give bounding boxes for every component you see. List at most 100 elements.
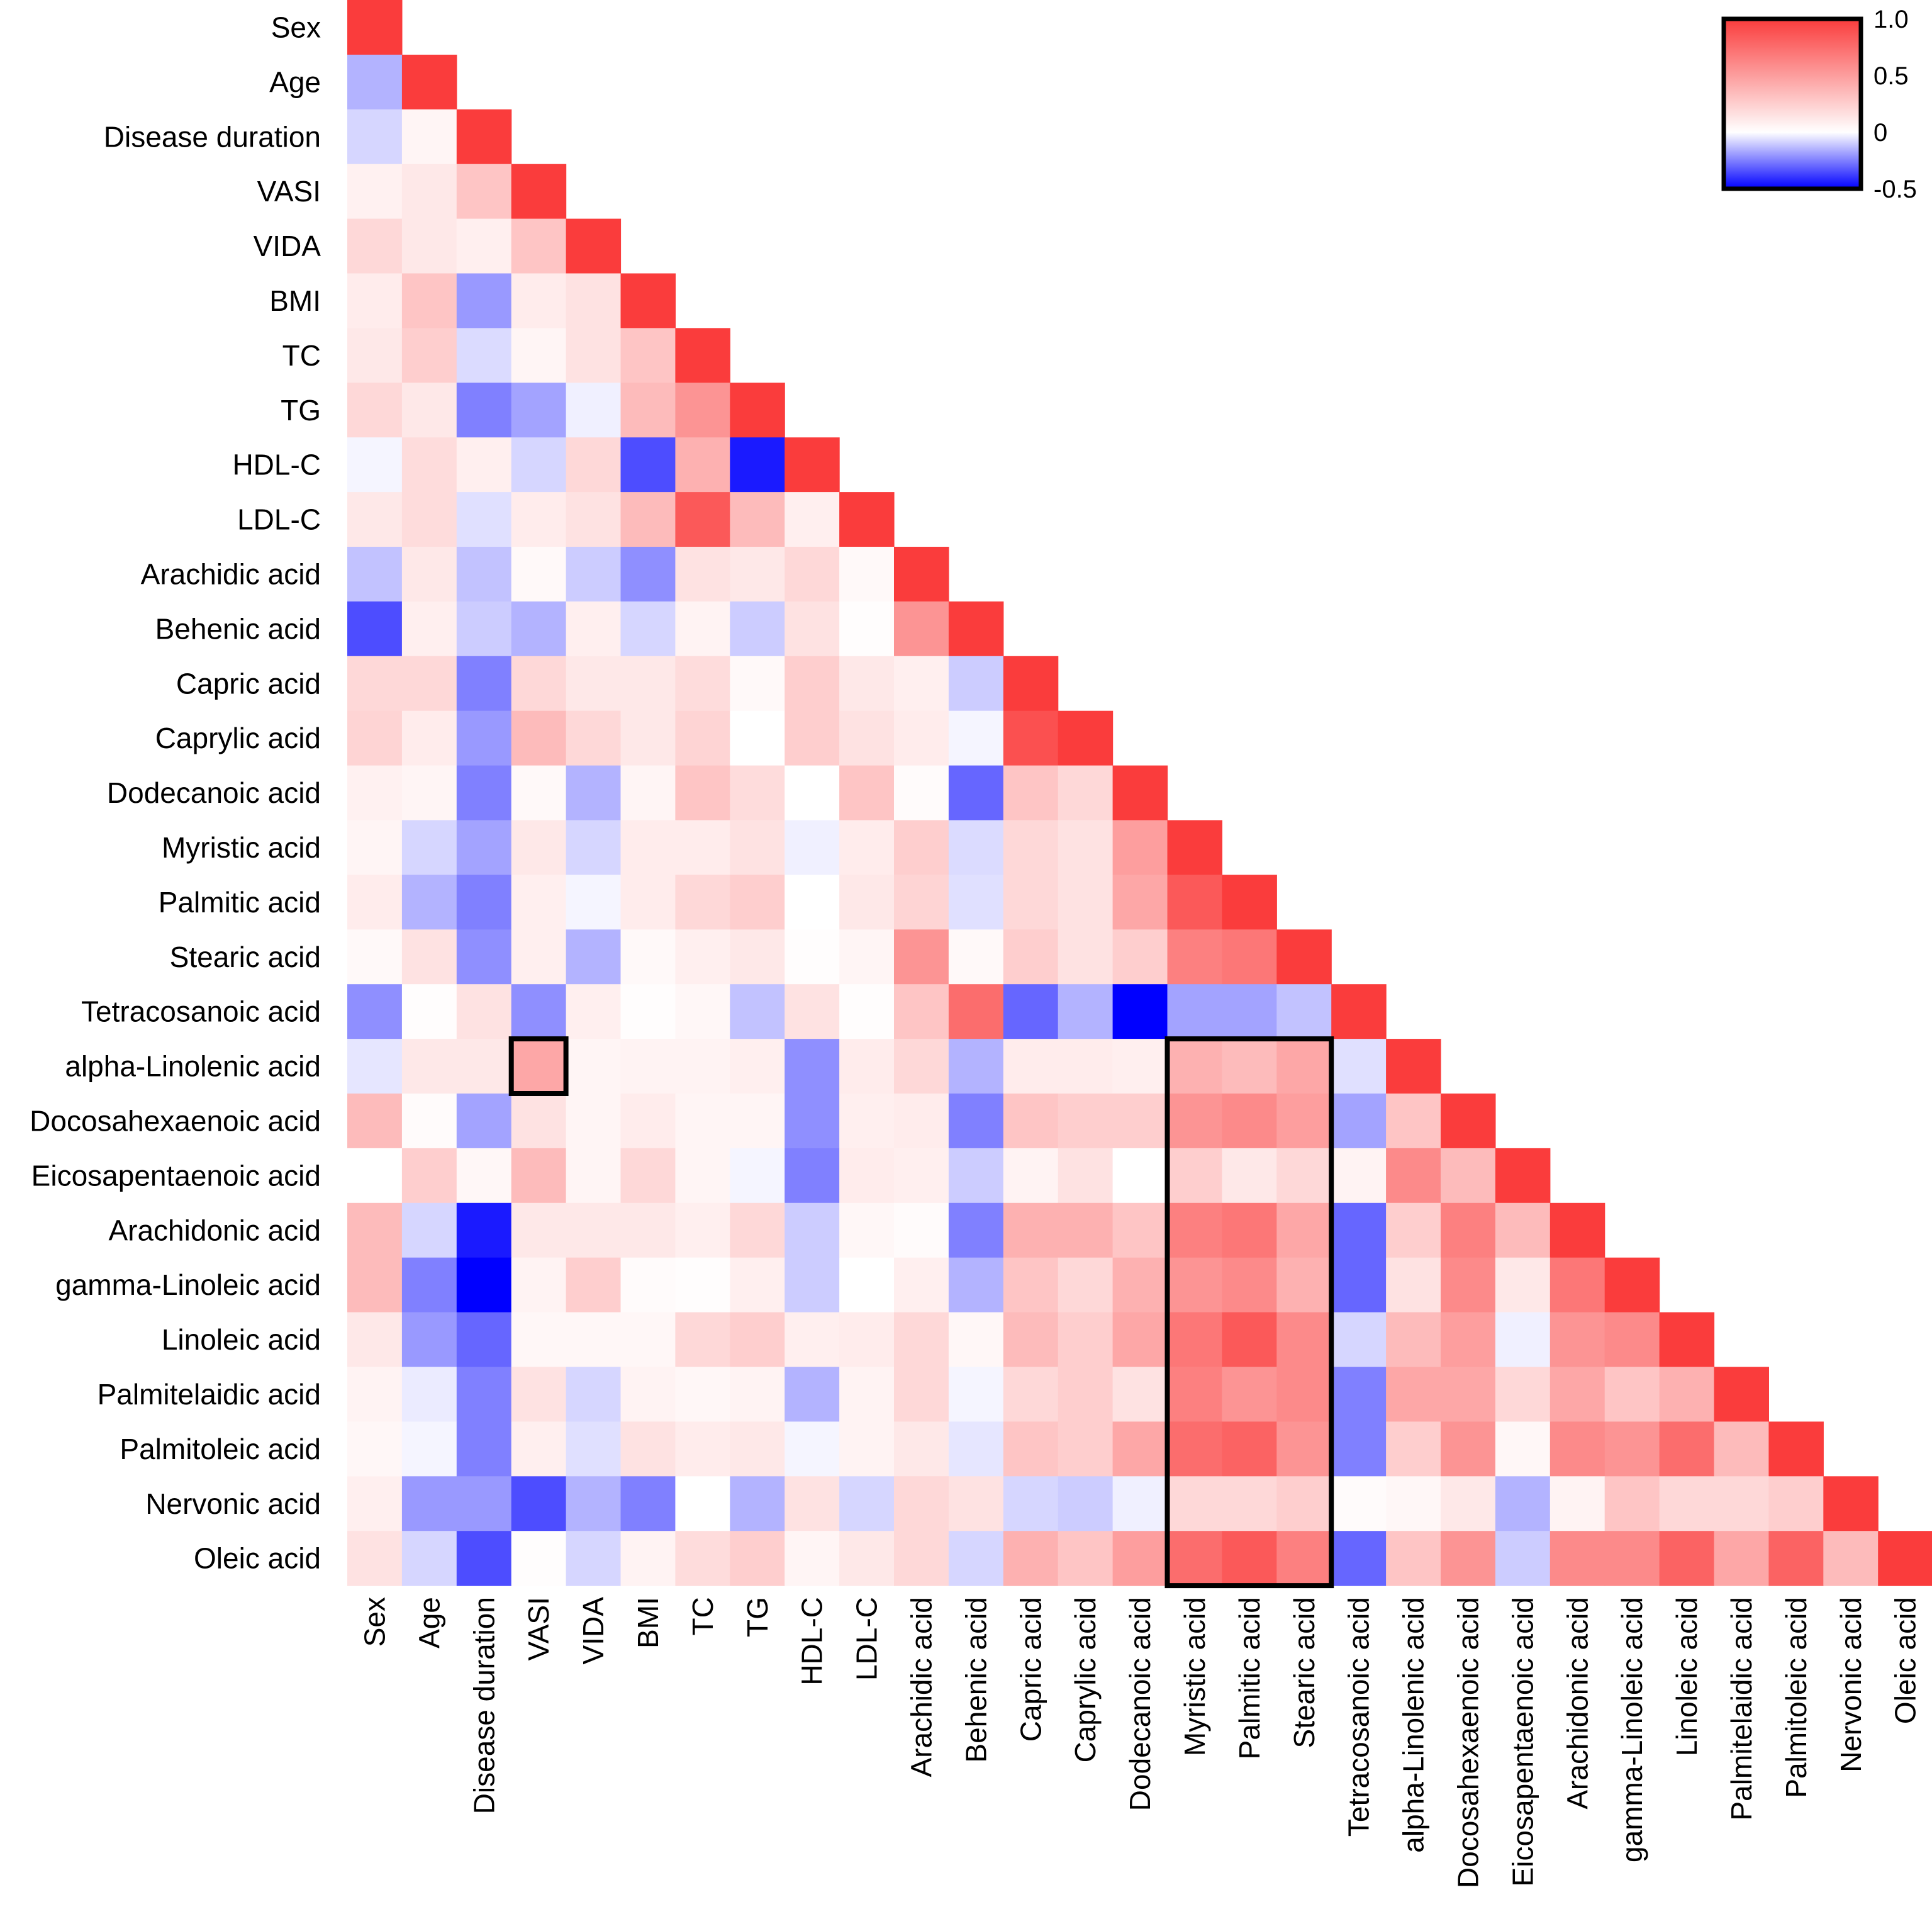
- cell-ldl-c-x-vida: [566, 492, 622, 547]
- cell-sex-x-sex: [347, 0, 403, 55]
- cell-eicosapentaenoic-acid-x-ldl-c: [839, 1148, 895, 1204]
- cell-oleic-acid-x-palmitic-acid: [1222, 1531, 1277, 1586]
- cell-oleic-acid-x-vasi: [511, 1531, 567, 1586]
- cell-caprylic-acid-x-capric-acid: [1003, 710, 1059, 766]
- cell-palmitoleic-acid-x-vasi: [511, 1421, 567, 1477]
- cell-nervonic-acid-x-sex: [347, 1476, 403, 1531]
- cell-capric-acid-x-hdl-c: [785, 656, 840, 712]
- cell-stearic-acid-x-capric-acid: [1003, 929, 1059, 985]
- cell-arachidonic-acid-x-arachidic-acid: [894, 1202, 949, 1258]
- cell-nervonic-acid-x-vasi: [511, 1476, 567, 1531]
- cell-nervonic-acid-x-myristic-acid: [1167, 1476, 1222, 1531]
- cell-alpha-linolenic-acid-x-palmitic-acid: [1222, 1039, 1277, 1094]
- cell-palmitoleic-acid-x-eicosapentaenoic-acid: [1495, 1421, 1551, 1477]
- cell-palmitelaidic-acid-x-ldl-c: [839, 1367, 895, 1422]
- cell-tg-x-vasi: [511, 383, 567, 438]
- row-label-eicosapentaenoic-acid: Eicosapentaenoic acid: [31, 1159, 321, 1192]
- cell-palmitelaidic-acid-x-disease-duration: [456, 1367, 512, 1422]
- cell-myristic-acid-x-hdl-c: [785, 820, 840, 875]
- cell-palmitic-acid-x-vida: [566, 875, 622, 930]
- cell-tetracosanoic-acid-x-ldl-c: [839, 984, 895, 1039]
- cell-nervonic-acid-x-ldl-c: [839, 1476, 895, 1531]
- row-label-capric-acid: Capric acid: [176, 667, 321, 700]
- row-label-gamma-linoleic-acid: gamma-Linoleic acid: [55, 1268, 321, 1301]
- cell-arachidonic-acid-x-vida: [566, 1202, 622, 1258]
- column-label-nervonic-acid: Nervonic acid: [1834, 1597, 1867, 1772]
- cell-palmitoleic-acid-x-arachidic-acid: [894, 1421, 949, 1477]
- cell-nervonic-acid-x-gamma-linoleic-acid: [1604, 1476, 1660, 1531]
- cell-disease-duration-x-sex: [347, 109, 403, 165]
- cell-tetracosanoic-acid-x-stearic-acid: [1276, 984, 1332, 1039]
- column-label-tetracosanoic-acid: Tetracosanoic acid: [1343, 1597, 1375, 1837]
- cell-age-x-age: [401, 54, 457, 110]
- cell-palmitoleic-acid-x-ldl-c: [839, 1421, 895, 1477]
- cell-capric-acid-x-disease-duration: [456, 656, 512, 712]
- cell-oleic-acid-x-palmitoleic-acid: [1768, 1531, 1824, 1586]
- cell-palmitoleic-acid-x-behenic-acid: [948, 1421, 1004, 1477]
- cell-bmi-x-vasi: [511, 273, 567, 328]
- cell-dodecanoic-acid-x-dodecanoic-acid: [1112, 765, 1168, 821]
- cell-tc-x-age: [401, 328, 457, 383]
- cell-palmitic-acid-x-sex: [347, 875, 403, 930]
- cell-caprylic-acid-x-behenic-acid: [948, 710, 1004, 766]
- cell-arachidonic-acid-x-hdl-c: [785, 1202, 840, 1258]
- cell-palmitelaidic-acid-x-tg: [730, 1367, 785, 1422]
- cell-nervonic-acid-x-hdl-c: [785, 1476, 840, 1531]
- cell-oleic-acid-x-tg: [730, 1531, 785, 1586]
- cell-nervonic-acid-x-vida: [566, 1476, 622, 1531]
- cell-alpha-linolenic-acid-x-behenic-acid: [948, 1039, 1004, 1094]
- cell-oleic-acid-x-caprylic-acid: [1058, 1531, 1114, 1586]
- cell-tetracosanoic-acid-x-tetracosanoic-acid: [1331, 984, 1387, 1039]
- cell-palmitic-acid-x-capric-acid: [1003, 875, 1059, 930]
- cell-dodecanoic-acid-x-tg: [730, 765, 785, 821]
- row-label-vasi: VASI: [257, 175, 321, 208]
- row-label-docosahexaenoic-acid: Docosahexaenoic acid: [30, 1105, 321, 1138]
- column-label-myristic-acid: Myristic acid: [1178, 1597, 1211, 1756]
- row-label-alpha-linolenic-acid: alpha-Linolenic acid: [65, 1050, 321, 1083]
- cell-hdl-c-x-vida: [566, 437, 622, 493]
- cell-linoleic-acid-x-alpha-linolenic-acid: [1386, 1312, 1441, 1368]
- cell-arachidonic-acid-x-dodecanoic-acid: [1112, 1202, 1168, 1258]
- cell-eicosapentaenoic-acid-x-myristic-acid: [1167, 1148, 1222, 1204]
- cell-oleic-acid-x-tc: [675, 1531, 730, 1586]
- cell-palmitelaidic-acid-x-arachidonic-acid: [1550, 1367, 1605, 1422]
- cell-tetracosanoic-acid-x-hdl-c: [785, 984, 840, 1039]
- cell-linoleic-acid-x-disease-duration: [456, 1312, 512, 1368]
- row-label-caprylic-acid: Caprylic acid: [155, 722, 321, 754]
- cell-arachidic-acid-x-vida: [566, 547, 622, 602]
- cell-eicosapentaenoic-acid-x-dodecanoic-acid: [1112, 1148, 1168, 1204]
- cell-tetracosanoic-acid-x-myristic-acid: [1167, 984, 1222, 1039]
- cell-arachidic-acid-x-bmi: [620, 547, 676, 602]
- cell-capric-acid-x-arachidic-acid: [894, 656, 949, 712]
- cell-oleic-acid-x-capric-acid: [1003, 1531, 1059, 1586]
- cell-palmitelaidic-acid-x-myristic-acid: [1167, 1367, 1222, 1422]
- column-label-gamma-linoleic-acid: gamma-Linoleic acid: [1616, 1597, 1648, 1862]
- cell-eicosapentaenoic-acid-x-behenic-acid: [948, 1148, 1004, 1204]
- colorbar-gradient: [1721, 16, 1863, 191]
- cell-docosahexaenoic-acid-x-disease-duration: [456, 1094, 512, 1149]
- cell-docosahexaenoic-acid-x-capric-acid: [1003, 1094, 1059, 1149]
- cell-linoleic-acid-x-gamma-linoleic-acid: [1604, 1312, 1660, 1368]
- cell-vasi-x-age: [401, 164, 457, 220]
- cell-arachidic-acid-x-disease-duration: [456, 547, 512, 602]
- cell-docosahexaenoic-acid-x-tc: [675, 1094, 730, 1149]
- cell-disease-duration-x-age: [401, 109, 457, 165]
- cell-gamma-linoleic-acid-x-docosahexaenoic-acid: [1441, 1257, 1496, 1313]
- column-label-age: Age: [413, 1597, 445, 1648]
- cell-oleic-acid-x-tetracosanoic-acid: [1331, 1531, 1387, 1586]
- cell-arachidic-acid-x-age: [401, 547, 457, 602]
- cell-bmi-x-disease-duration: [456, 273, 512, 328]
- cell-linoleic-acid-x-behenic-acid: [948, 1312, 1004, 1368]
- row-label-stearic-acid: Stearic acid: [170, 941, 321, 973]
- cell-stearic-acid-x-myristic-acid: [1167, 929, 1222, 985]
- cell-nervonic-acid-x-disease-duration: [456, 1476, 512, 1531]
- cell-palmitoleic-acid-x-docosahexaenoic-acid: [1441, 1421, 1496, 1477]
- cell-palmitoleic-acid-x-tc: [675, 1421, 730, 1477]
- cell-gamma-linoleic-acid-x-gamma-linoleic-acid: [1604, 1257, 1660, 1313]
- cell-dodecanoic-acid-x-sex: [347, 765, 403, 821]
- column-label-eicosapentaenoic-acid: Eicosapentaenoic acid: [1506, 1597, 1539, 1886]
- cell-tetracosanoic-acid-x-sex: [347, 984, 403, 1039]
- cell-nervonic-acid-x-tetracosanoic-acid: [1331, 1476, 1387, 1531]
- cell-docosahexaenoic-acid-x-docosahexaenoic-acid: [1441, 1094, 1496, 1149]
- cell-eicosapentaenoic-acid-x-disease-duration: [456, 1148, 512, 1204]
